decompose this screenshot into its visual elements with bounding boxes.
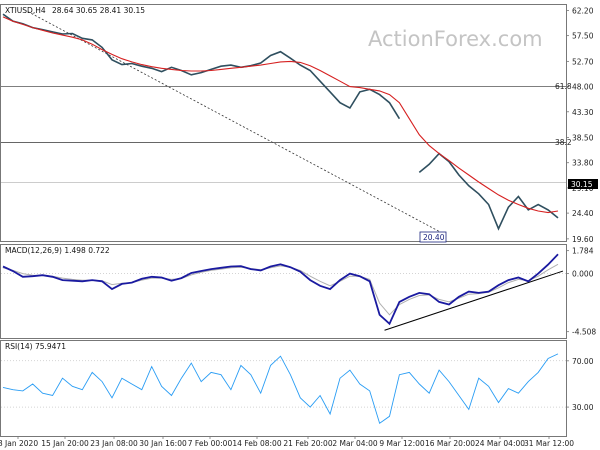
current-price-tag [568, 179, 598, 189]
y-tick-label: 43.30 [572, 108, 594, 117]
y-tick-label: 52.70 [572, 57, 594, 66]
y-tick-label: 38.50 [572, 134, 594, 143]
axis-layer: 62.2057.5052.7048.0043.3038.5033.8029.10… [0, 6, 596, 448]
watermark: ActionForex.com [368, 27, 543, 51]
x-tick-label: 7 Feb 00:00 [188, 439, 233, 448]
y-tick-label: 57.50 [572, 32, 594, 41]
x-tick-label: 2 Mar 04:00 [332, 439, 378, 448]
price-trend-line [27, 11, 440, 232]
y-tick-label: 48.00 [572, 83, 594, 92]
overlay-layer [1, 11, 566, 408]
price-ma-series [2, 16, 559, 214]
x-tick-label: 16 Mar 20:00 [425, 439, 475, 448]
x-tick-label: 30 Jan 16:00 [139, 439, 187, 448]
current-price-label: 30.15 [571, 180, 593, 189]
x-tick-label: 23 Jan 08:00 [90, 439, 138, 448]
y-tick-label: -4.508 [572, 328, 596, 337]
macd-line-series [2, 253, 559, 326]
y-tick-label: 62.20 [572, 6, 594, 15]
ohlc-header: 28.64 30.65 28.41 30.15 [52, 6, 145, 15]
low-annotation-label: 20.40 [423, 233, 445, 242]
rsi-panel [0, 340, 567, 437]
fib-382-label: 38.2 [555, 138, 572, 147]
y-tick-label: 30.00 [572, 403, 594, 412]
y-tick-label: 70.00 [572, 357, 594, 366]
y-tick-label: 0.000 [572, 270, 594, 279]
fib-618-label: 61.8 [555, 82, 572, 91]
y-tick-label: 24.40 [572, 209, 594, 218]
x-tick-label: 21 Feb 20:00 [283, 439, 332, 448]
x-tick-label: 15 Jan 20:00 [41, 439, 89, 448]
price-title: XTIUSD,H4 [5, 6, 46, 15]
price-panel [0, 4, 567, 242]
x-tick-label: 31 Mar 12:00 [524, 439, 574, 448]
macd-panel [0, 244, 567, 339]
y-tick-label: 19.60 [572, 235, 594, 244]
macd-trend-line [384, 270, 564, 331]
rsi-title: RSI(14) 75.9471 [5, 342, 66, 351]
x-tick-label: 9 Mar 12:00 [379, 439, 425, 448]
y-tick-label: 1.784 [572, 247, 594, 256]
y-tick-label: 33.80 [572, 159, 594, 168]
x-tick-label: 8 Jan 2020 [0, 439, 38, 448]
x-tick-label: 14 Feb 08:00 [232, 439, 281, 448]
macd-title: MACD(12,26,9) 1.498 0.722 [5, 246, 110, 255]
low-annotation-box [419, 231, 447, 243]
series-layer [2, 13, 559, 425]
x-tick-label: 24 Mar 04:00 [475, 439, 525, 448]
rsi-series [2, 353, 559, 425]
